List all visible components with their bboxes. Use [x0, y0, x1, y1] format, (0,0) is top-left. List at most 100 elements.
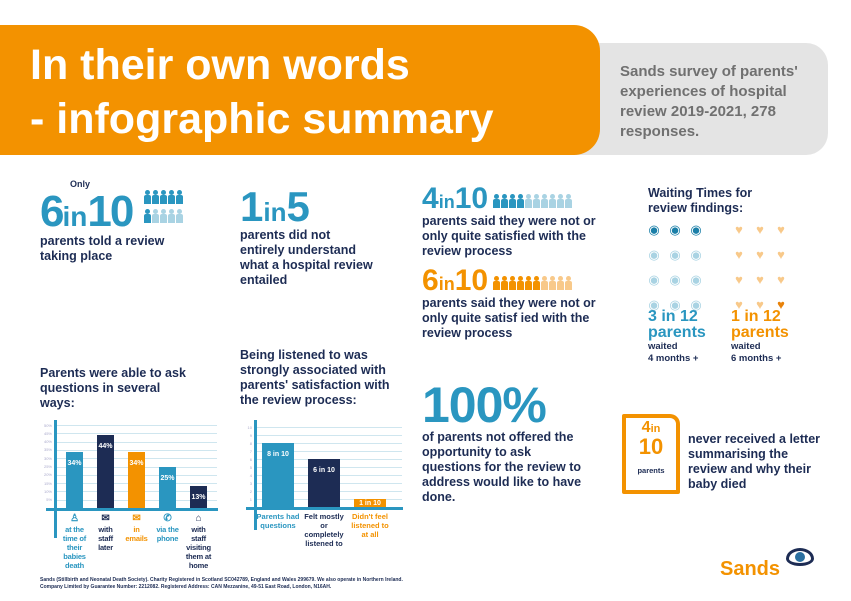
- category-label: Didn't feel listened to at all: [348, 512, 392, 539]
- waiting-title: Waiting Times for review findings:: [648, 186, 753, 215]
- crying-eye-icon: ◉: [669, 247, 681, 262]
- footer: Sands (Stillbirth and Neonatal Death Soc…: [40, 577, 403, 591]
- stat-num: 4: [422, 182, 439, 215]
- person-icon: [548, 194, 556, 208]
- bar: 34%: [66, 451, 83, 508]
- footer-line-2: Company Limited by Guarantee Number: 221…: [40, 584, 332, 590]
- bar: 13%: [190, 486, 207, 508]
- gridline: [257, 443, 402, 444]
- person-icon: [508, 276, 516, 290]
- waiting-stat: 3 in 12: [648, 308, 698, 325]
- person-icon: [564, 194, 572, 208]
- broken-heart-icon: ♥: [756, 247, 764, 262]
- stat-in: in: [263, 197, 287, 227]
- stat-in: in: [438, 192, 455, 212]
- broken-heart-icon: ♥: [777, 272, 785, 287]
- y-tick-label: 40%: [43, 439, 52, 445]
- y-axis: [254, 420, 257, 530]
- bar: 44%: [97, 434, 114, 508]
- gridline: [57, 441, 217, 443]
- person-icon: [492, 194, 500, 208]
- broken-heart-icons: ♥ ♥ ♥ ♥ ♥ ♥ ♥ ♥ ♥ ♥ ♥ ♥: [730, 222, 796, 322]
- bar: 1 in 10: [354, 499, 386, 507]
- crying-eye-icon: ◉: [690, 247, 702, 262]
- bar: 25%: [159, 466, 176, 508]
- stat-4-in-10: 4in10 parents said they were not or only…: [422, 184, 617, 259]
- crying-eye-icons: ◉ ◉ ◉ ◉ ◉ ◉ ◉ ◉ ◉ ◉ ◉ ◉: [645, 222, 711, 322]
- chat-icon: ✉: [101, 513, 110, 524]
- title-line-2: - infographic summary: [30, 95, 494, 143]
- person-icon: [168, 190, 175, 204]
- chart-ask-questions: 5% 10% 15% 20% 25% 30% 35% 40% 45% 50% 34% ♙ at the …: [30, 420, 230, 570]
- people-icons: [144, 190, 188, 228]
- y-tick-label: 10%: [43, 488, 52, 494]
- gridline: [57, 433, 217, 435]
- y-tick-label: 9: [249, 432, 252, 438]
- stat-den: 10: [454, 182, 489, 215]
- stat-den: 10: [454, 264, 489, 297]
- person-icon: [152, 190, 159, 204]
- y-tick-label: 8: [249, 440, 252, 446]
- x-tick-label: in emails: [125, 525, 148, 543]
- crying-eye-icon: ◉: [690, 272, 702, 287]
- bar: 34%: [128, 451, 145, 508]
- waiting-parents: parents: [731, 324, 789, 341]
- x-tick-label: Parents had questions: [256, 512, 300, 530]
- crying-eye-icon: ◉: [669, 222, 681, 237]
- person-icon: [176, 190, 183, 204]
- gridline: [57, 449, 217, 451]
- y-tick-label: 3: [249, 480, 252, 486]
- x-tick-label: with staff visiting them at home: [185, 525, 212, 570]
- stat-num: 6: [422, 264, 439, 297]
- broken-heart-icon: ♥: [756, 222, 764, 237]
- x-tick-label: Didn't feel listened to at all: [351, 512, 389, 539]
- stat-1-in-5: 1in5 parents did not entirely understand…: [240, 186, 375, 288]
- broken-heart-icon: ♥: [756, 272, 764, 287]
- y-axis: [54, 420, 57, 538]
- stat-den: 5: [286, 183, 310, 230]
- sands-eye-logo-icon: [786, 548, 814, 566]
- gridline: [257, 435, 402, 436]
- only-label: Only: [70, 179, 91, 189]
- person-icon: [516, 194, 524, 208]
- y-tick-label: 15%: [43, 480, 52, 486]
- person-icon: [500, 194, 508, 208]
- person-icon: [564, 276, 572, 290]
- bar: 6 in 10: [308, 459, 340, 507]
- people-icons: [492, 194, 573, 212]
- stat-in: in: [650, 423, 661, 435]
- y-tick-label: 25%: [43, 464, 52, 469]
- stat-text: parents said they were not or only quite…: [422, 214, 596, 258]
- crying-eye-icon: ◉: [669, 297, 681, 312]
- gridline: [257, 451, 402, 452]
- sands-logo[interactable]: Sands: [720, 558, 781, 580]
- stat-den: 10: [87, 187, 134, 236]
- x-tick-label: at the time of their babies death: [62, 525, 87, 570]
- person-icon: [508, 194, 516, 208]
- subtitle-panel: [560, 43, 828, 155]
- person-icon: [524, 194, 532, 208]
- duration-label: 6 months +: [731, 353, 782, 364]
- person-icon: [144, 190, 151, 204]
- person-icon: [556, 276, 564, 290]
- person-icon: [540, 276, 548, 290]
- waiting-parents: parents: [648, 324, 706, 341]
- stat-6-in-10-told: Only 6in10 parents told a review taking …: [40, 179, 183, 264]
- person-icon: [532, 276, 540, 290]
- broken-heart-icon: ♥: [735, 297, 743, 312]
- letter-icon: 4in 10 parents: [622, 414, 680, 494]
- stat-100-percent: 100% of parents not offered the opportun…: [422, 380, 592, 505]
- category-label: Felt mostly or completely listened to: [302, 512, 346, 548]
- title-banner: [0, 25, 600, 155]
- x-axis: [246, 507, 403, 510]
- footer-line-1: Sands (Stillbirth and Neonatal Death Soc…: [40, 577, 403, 583]
- broken-heart-icon: ♥: [735, 272, 743, 287]
- waiting-right: 1 in 12 parents waited 6 months +: [731, 309, 789, 365]
- person-icon: [152, 209, 159, 223]
- broken-heart-icon: ♥: [735, 247, 743, 262]
- person-icon: [144, 209, 151, 223]
- broken-heart-icon: ♥: [777, 297, 785, 312]
- waiting-stat: 1 in 12: [731, 308, 781, 325]
- stat-text: parents said they were not or only quite…: [422, 296, 596, 340]
- phone-icon: ✆: [163, 513, 172, 524]
